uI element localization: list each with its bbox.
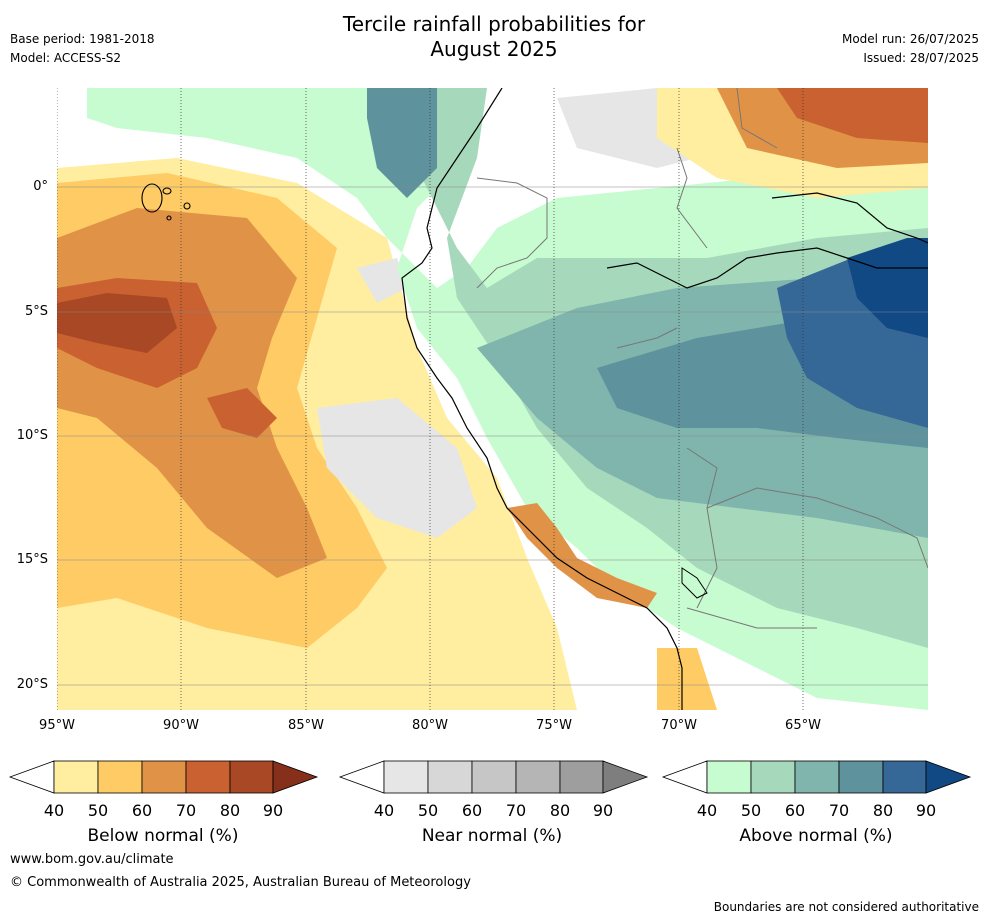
lake-titicaca [681, 567, 708, 599]
map-title-line1: Tercile rainfall probabilities for [342, 12, 646, 36]
copyright-text: © Commonwealth of Australia 2025, Austra… [10, 875, 471, 890]
lon-tick-65w: 65°W [785, 718, 821, 733]
map-title-line2: August 2025 [430, 37, 558, 61]
legend-above-tick: 80 [872, 801, 894, 820]
legend-above-tick: 90 [915, 801, 937, 820]
base-period-label: Base period: 1981-2018 [10, 32, 155, 46]
legend-below-normal-title: Below normal (%) [87, 826, 239, 846]
lat-tick-10s: 10°S [16, 428, 48, 443]
legend-above-tick: 50 [740, 801, 762, 820]
legend-near-tick: 40 [373, 801, 395, 820]
lon-tick-90w: 90°W [163, 718, 199, 733]
above-normal-90-region [847, 238, 928, 338]
above-normal-70-north [367, 88, 437, 198]
disclaimer-text: Boundaries are not considered authoritat… [713, 900, 979, 914]
amazon-river [606, 247, 928, 289]
legend-above-tick: 60 [784, 801, 806, 820]
lon-tick-75w: 75°W [536, 718, 572, 733]
legend-below-tick: 40 [43, 801, 65, 820]
legend-near-tick: 50 [417, 801, 439, 820]
lon-tick-95w: 95°W [39, 718, 75, 733]
below-normal-70-northeast [777, 88, 928, 143]
legend-below-tick: 50 [87, 801, 109, 820]
legend-above-tick: 70 [828, 801, 850, 820]
lat-tick-5s: 5°S [24, 304, 48, 319]
amazon-river-north [771, 192, 928, 244]
lat-tick-0: 0° [33, 179, 48, 194]
legend-near-tick: 70 [505, 801, 527, 820]
near-normal-40-spot [357, 258, 407, 303]
lat-tick-15s: 15°S [16, 552, 48, 567]
near-normal-40-region [317, 398, 477, 538]
country-borders [476, 88, 928, 629]
legend-below-normal-bar [8, 760, 319, 794]
model-run-label: Model run: 26/07/2025 [841, 32, 979, 46]
probability-map [57, 88, 928, 710]
legend-near-tick: 90 [592, 801, 614, 820]
legend-above-normal-title: Above normal (%) [739, 826, 893, 846]
legend-above-normal-bar [661, 760, 972, 794]
lat-tick-20s: 20°S [16, 677, 48, 692]
probability-map-canvas [57, 88, 928, 710]
lon-tick-80w: 80°W [412, 718, 448, 733]
legend-near-tick: 60 [461, 801, 483, 820]
below-normal-60-coast [507, 503, 657, 608]
legend-below-tick: 60 [131, 801, 153, 820]
legend-near-normal-bar [338, 760, 649, 794]
below-normal-80-region [57, 293, 177, 353]
lon-tick-85w: 85°W [288, 718, 324, 733]
legend-below-tick: 90 [262, 801, 284, 820]
below-normal-70-spot [207, 388, 277, 438]
legend-above-tick: 40 [696, 801, 718, 820]
galapagos-islands [141, 183, 191, 221]
website-link[interactable]: www.bom.gov.au/climate [10, 852, 174, 867]
legend-colorbars [8, 760, 972, 794]
legend-below-tick: 80 [219, 801, 241, 820]
issued-label: Issued: 28/07/2025 [863, 51, 979, 65]
below-normal-50-south [657, 648, 717, 710]
legend-near-normal-title: Near normal (%) [421, 826, 563, 846]
latitude-gridlines [57, 186, 928, 686]
legend-below-tick: 70 [175, 801, 197, 820]
model-label: Model: ACCESS-S2 [10, 51, 122, 65]
legend-near-tick: 80 [549, 801, 571, 820]
map-title: Tercile rainfall probabilities for Augus… [0, 12, 988, 62]
coastline [401, 88, 683, 710]
lon-tick-70w: 70°W [661, 718, 697, 733]
